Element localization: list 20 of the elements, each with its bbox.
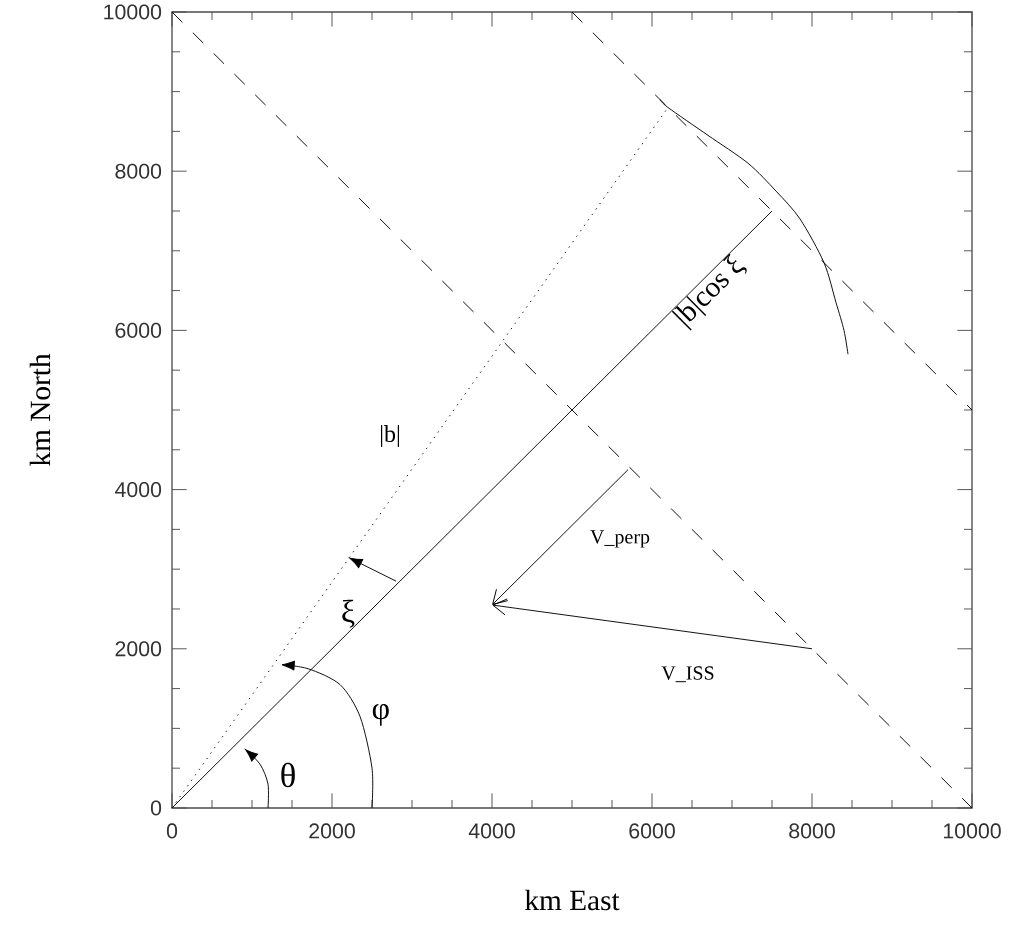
y-tick-label: 10000: [104, 4, 162, 20]
x-tick-label: 2000: [309, 823, 355, 839]
x-tick-label: 4000: [468, 823, 515, 839]
x-tick-label: 0: [166, 823, 178, 839]
annotation: |b|: [381, 425, 400, 447]
annotation: V_ISS: [661, 666, 714, 683]
y-tick-label: 6000: [115, 322, 162, 338]
x-tick-label: 8000: [789, 823, 835, 839]
y-tick-label: 4000: [114, 482, 162, 498]
y-axis-title: km North: [29, 353, 51, 467]
annotation: θ: [281, 762, 295, 788]
annotation: ξ: [342, 599, 355, 628]
y-tick-label: 2000: [115, 641, 162, 657]
x-tick-label: 10000: [943, 823, 1001, 839]
annotation: V_perp: [590, 530, 650, 548]
annotation: φ: [372, 703, 389, 726]
y-tick-label: 8000: [115, 163, 162, 179]
x-axis-title: km East: [524, 889, 620, 911]
x-tick-label: 6000: [629, 823, 675, 839]
y-tick-label: 0: [150, 800, 162, 816]
